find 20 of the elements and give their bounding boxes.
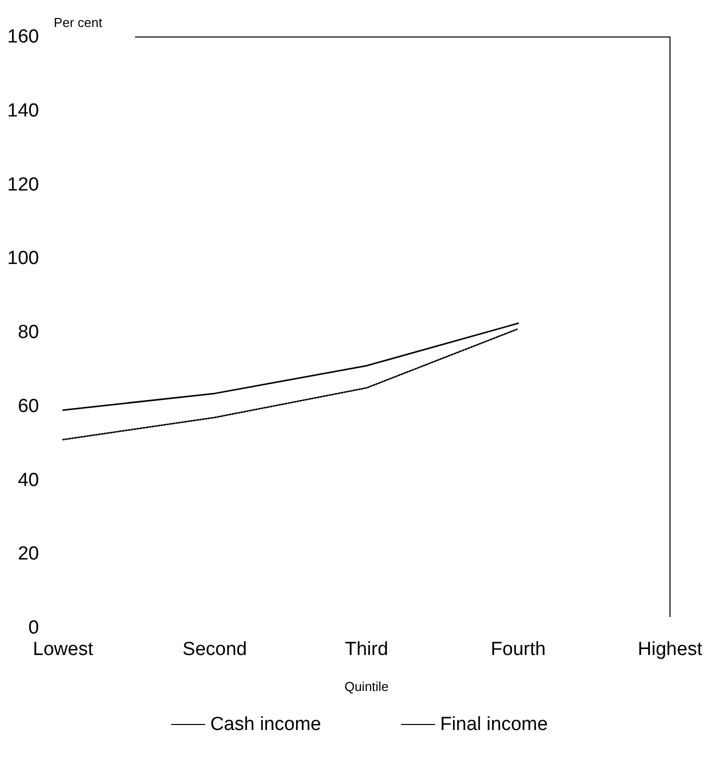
y-tick-label: 0	[28, 618, 39, 638]
y-tick-label: 140	[7, 100, 39, 122]
line-series	[62, 328, 519, 440]
line-series	[62, 322, 519, 411]
y-tick-label: 120	[7, 174, 39, 196]
legend-label: Cash income	[210, 714, 322, 735]
y-tick-label: 20	[18, 544, 39, 565]
y-tick-label: 60	[18, 396, 39, 417]
x-tick-label: Highest	[638, 639, 703, 660]
y-axis-title: Per cent	[54, 15, 103, 30]
legend-label: Final income	[440, 714, 548, 735]
y-tick-label: 80	[18, 322, 39, 343]
x-tick-label: Lowest	[32, 639, 94, 660]
y-tick-label: 100	[7, 248, 39, 270]
x-tick-label: Second	[182, 639, 247, 660]
y-tick-label: 40	[18, 470, 39, 491]
y-tick-label: 160	[7, 26, 39, 48]
x-axis-title: Quintile	[344, 679, 389, 694]
x-tick-label: Third	[344, 639, 388, 660]
x-tick-label: Fourth	[490, 639, 546, 660]
